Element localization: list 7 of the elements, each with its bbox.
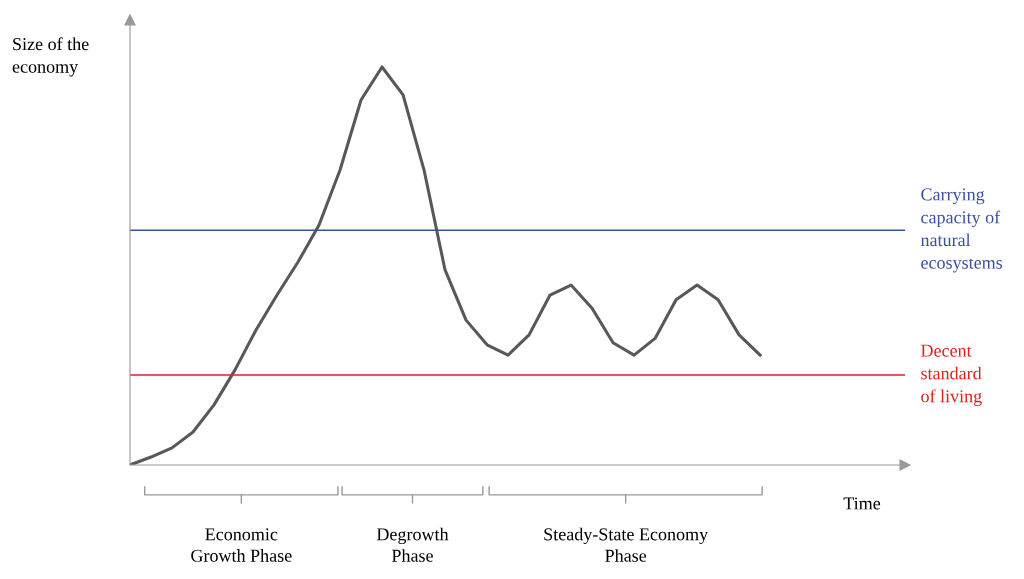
text: Steady-State Economy Phase — [544, 527, 709, 562]
text: Degrowth Phase — [376, 527, 449, 562]
ref-line-label: Carrying capacity of natural ecosystems — [920, 188, 1003, 273]
y-axis-title: Size of the economy — [12, 37, 89, 77]
text: Economic Growth Phase — [191, 528, 292, 562]
ref-line-label: Decent standard of living — [921, 344, 982, 407]
x-axis-title: Time — [843, 497, 881, 510]
